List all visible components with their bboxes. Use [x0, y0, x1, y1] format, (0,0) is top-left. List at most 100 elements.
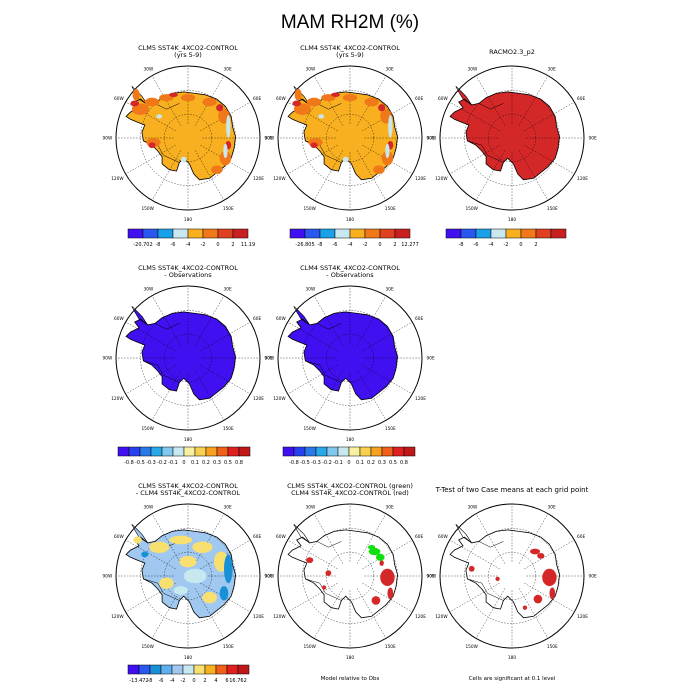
colorbar-label-p2-3: -4	[348, 242, 353, 248]
map-panel-p9: T-Test of two Case means at each grid po…	[427, 486, 598, 682]
red-patch-p1-3	[148, 142, 156, 149]
meridian-p9-60	[519, 588, 549, 639]
lon-label-p4-120E: 120E	[253, 396, 264, 402]
ronne-shelf-p5	[316, 323, 342, 330]
red-patch-p1-0	[130, 100, 140, 107]
lon-label-p2-60E: 60E	[415, 96, 423, 102]
coastline-p2	[287, 91, 398, 181]
ross-shelf-p4	[143, 360, 180, 383]
colorbar-label-p4-0: -0.8	[124, 460, 134, 466]
lon-label-p1-60W: 60W	[114, 96, 124, 102]
coastline-p3	[449, 91, 560, 181]
panel-title-p4-0: CLM5 SST4K_4XCO2-CONTROL	[138, 264, 238, 272]
meridian-p2-300	[357, 75, 387, 126]
colorbar-swatch-p1-1	[142, 228, 159, 239]
lon-label-p7-90W: 90W	[103, 574, 113, 580]
lon-label-p8-30W: 30W	[306, 504, 316, 510]
meridian-p8-120	[313, 588, 343, 639]
colorbar-swatch-p4-2	[139, 446, 152, 457]
coastline-p1	[125, 91, 236, 181]
blue-patch-p7-0	[224, 554, 233, 584]
lon-label-p3-90E: 90E	[589, 136, 597, 142]
colorbar-label-p3-3: -2	[504, 242, 509, 248]
lon-label-p7-120W: 120W	[111, 614, 124, 620]
panel-title-p7-0: CLM5 SST4K_4XCO2-CONTROL	[138, 482, 238, 490]
meridian-p9-120	[475, 588, 505, 639]
lon-label-p9-30E: 30E	[548, 504, 556, 510]
ronne-shelf-p2	[316, 103, 342, 110]
colorbar-label-p2-5: 0	[378, 242, 381, 248]
map-frame-p5	[277, 285, 423, 431]
colorbar-swatch-p3-5	[520, 228, 537, 239]
lon-label-p9-150W: 150W	[465, 644, 478, 650]
continent-p5	[288, 311, 398, 400]
map-frame-p7	[115, 503, 261, 649]
meridian-p4-300	[195, 295, 225, 346]
panel-title-p5-0: CLM4 SST4K_4XCO2-CONTROL	[300, 264, 400, 272]
lon-label-p9-90E: 90E	[589, 574, 597, 580]
lon-label-p9-180: 180	[508, 655, 516, 661]
colorbar-label-p1-4: -2	[201, 242, 206, 248]
continent-p4	[126, 311, 236, 400]
ronne-shelf-p8	[316, 541, 342, 548]
colorbar-label-p5-6: 0.1	[356, 460, 364, 466]
lon-label-p9-30W: 30W	[468, 504, 478, 510]
meridian-p7-60	[195, 588, 225, 639]
colorbar-label-p1-2: -6	[171, 242, 176, 248]
lon-label-p4-30W: 30W	[144, 286, 154, 292]
colorbar-label-p7-9: 16.762	[229, 678, 247, 684]
colorbar-swatch-p2-0	[289, 228, 306, 239]
lon-label-p9-60E: 60E	[577, 534, 585, 540]
red-patch-p2-2	[378, 104, 386, 112]
lon-label-p2-60W: 60W	[276, 96, 286, 102]
lon-label-p5-180: 180	[346, 437, 354, 443]
map-land-p5	[288, 306, 398, 400]
meridian-p9-330	[524, 539, 575, 569]
panel-note-p8: Model relative to Obs	[321, 676, 380, 682]
red-signif-p9-0	[530, 548, 541, 555]
ronne-shelf-p3	[478, 103, 504, 110]
panel-title-p3-0: RACMO2.3_p2	[489, 48, 535, 56]
colorbar-label-p4-4: -0.1	[168, 460, 178, 466]
colorbar-label-p7-3: -4	[170, 678, 175, 684]
lon-label-p5-60E: 60E	[415, 316, 423, 322]
dark-patch-p1-0	[131, 103, 150, 115]
lon-label-p2-90E: 90E	[427, 136, 435, 142]
colorbar-label-p7-2: -6	[159, 678, 164, 684]
red-patch-p1-2	[216, 104, 224, 112]
panel-title-p4-1: - Observations	[164, 271, 212, 279]
peninsula-p8	[293, 524, 310, 543]
lon-label-p9-150E: 150E	[547, 644, 558, 650]
colorbar-label-p5-7: 0.2	[367, 460, 375, 466]
colorbar-swatch-p5-11	[403, 446, 416, 457]
colorbar-swatch-p4-10	[227, 446, 240, 457]
panel-title-p1-0: CLM5 SST4K_4XCO2-CONTROL	[138, 44, 238, 52]
colorbar-label-p2-4: -2	[363, 242, 368, 248]
map-frame-p4	[115, 285, 261, 431]
colorbar-label-p4-2: -0.3	[146, 460, 156, 466]
colorbar-label-p5-0: -0.8	[289, 460, 299, 466]
colorbar-swatch-p4-8	[205, 446, 218, 457]
colorbar-label-p2-1: -8	[318, 242, 323, 248]
meridian-p3-150	[449, 145, 500, 175]
peninsula-p5	[293, 306, 310, 325]
pale-patch-p7-0	[183, 568, 207, 584]
panel-note-p9: Cells are significant at 0.1 level	[469, 676, 556, 682]
red-signif-p8-6	[321, 585, 327, 590]
dark-patch-p1-3	[180, 94, 196, 102]
meridian-p8-210	[287, 539, 338, 569]
colorbar-swatch-p5-1	[293, 446, 306, 457]
lon-label-p4-90W: 90W	[103, 356, 113, 362]
colorbar-swatch-p3-0	[445, 228, 462, 239]
green-signif-p8-1	[375, 553, 385, 561]
lon-label-p4-180: 180	[184, 437, 192, 443]
coastline-p8	[287, 529, 398, 619]
colorbar-swatch-p4-4	[161, 446, 174, 457]
meridian-p4-120	[151, 370, 181, 421]
lon-label-p3-120W: 120W	[435, 176, 448, 182]
lon-label-p7-90E: 90E	[265, 574, 273, 580]
meridian-p3-120	[475, 150, 505, 201]
meridian-p2-30	[362, 145, 413, 175]
